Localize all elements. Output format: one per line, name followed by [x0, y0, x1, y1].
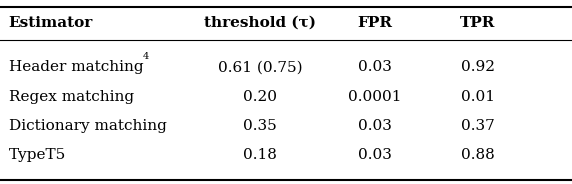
- Text: 0.03: 0.03: [358, 148, 392, 162]
- Text: 0.35: 0.35: [243, 119, 277, 133]
- Text: Regex matching: Regex matching: [9, 90, 134, 104]
- Text: 0.01: 0.01: [460, 90, 495, 104]
- Text: 0.92: 0.92: [460, 60, 495, 74]
- Text: Dictionary matching: Dictionary matching: [9, 119, 166, 133]
- Text: 4: 4: [143, 52, 149, 61]
- Text: Header matching: Header matching: [9, 60, 143, 74]
- Text: FPR: FPR: [357, 16, 392, 30]
- Text: 0.37: 0.37: [460, 119, 495, 133]
- Text: TPR: TPR: [460, 16, 495, 30]
- Text: 0.20: 0.20: [243, 90, 277, 104]
- Text: 0.88: 0.88: [460, 148, 495, 162]
- Text: threshold (τ): threshold (τ): [204, 16, 316, 30]
- Text: TypeT5: TypeT5: [9, 148, 66, 162]
- Text: 0.0001: 0.0001: [348, 90, 402, 104]
- Text: 0.03: 0.03: [358, 60, 392, 74]
- Text: 0.03: 0.03: [358, 119, 392, 133]
- Text: 0.18: 0.18: [243, 148, 277, 162]
- Text: 0.61 (0.75): 0.61 (0.75): [218, 60, 303, 74]
- Text: Estimator: Estimator: [9, 16, 93, 30]
